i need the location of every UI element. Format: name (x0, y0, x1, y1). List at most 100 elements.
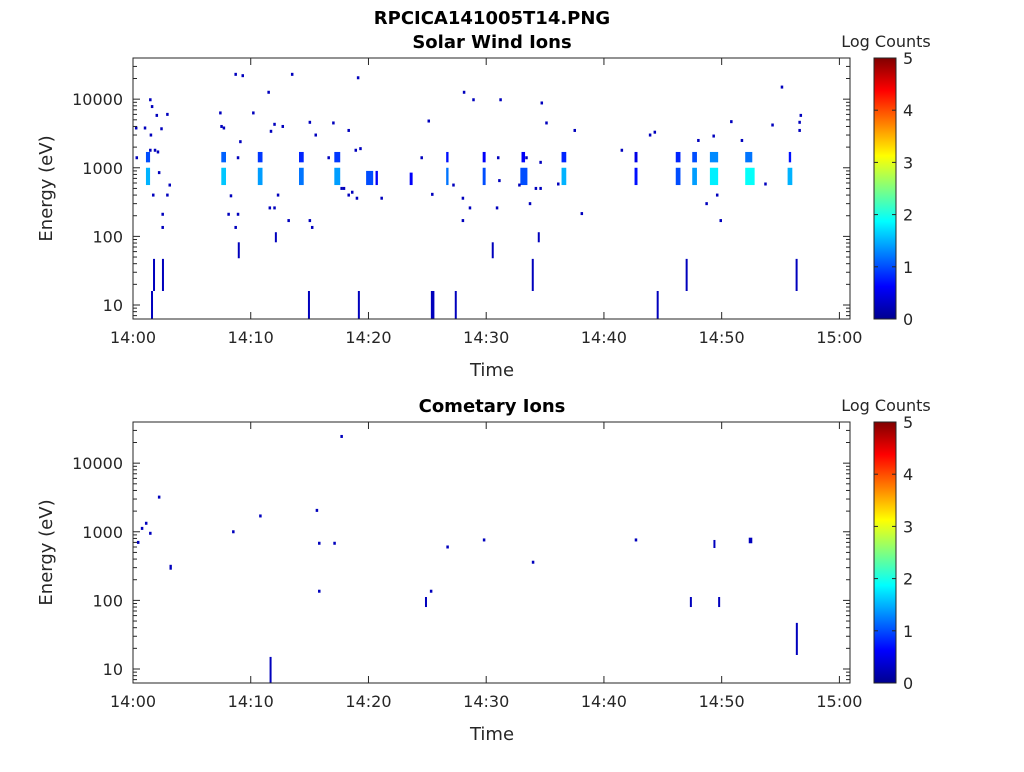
spectrogram-point (356, 76, 360, 80)
spectrogram-cell (221, 151, 227, 163)
spectrogram-cell (446, 151, 449, 163)
spectrogram-point (740, 138, 744, 142)
spectrogram-point (354, 148, 358, 152)
spectrogram-cell (424, 597, 427, 608)
spectrogram-point (342, 186, 346, 190)
spectrogram-cell (454, 290, 457, 319)
y-tick-label: 1000 (82, 159, 123, 178)
y-axis-label: Energy (eV) (36, 499, 57, 605)
colorbar-tick-label: 4 (903, 465, 913, 484)
spectrogram-cell (145, 167, 151, 186)
spectrogram-point (468, 206, 472, 210)
spectrogram-cell (748, 537, 753, 544)
panel-title-solar-wind: Solar Wind Ions (412, 32, 571, 53)
spectrogram-point (220, 124, 223, 128)
colorbar-tick-label: 0 (903, 674, 913, 693)
y-tick-label: 100 (92, 591, 123, 610)
spectrogram-point (340, 434, 343, 438)
spectrogram-point (140, 526, 144, 530)
spectrogram-cell (521, 151, 526, 163)
spectrogram-cell (634, 167, 638, 186)
colorbar-tick-label: 4 (903, 101, 913, 120)
spectrogram-point (498, 179, 501, 183)
x-tick-label: 14:30 (463, 692, 509, 711)
spectrogram-cell (795, 622, 798, 655)
spectrogram-cell (520, 167, 528, 186)
solar-wind-panel: 14:00 14:10 14:20 14:30 14:40 14:50 15:0010100… (36, 32, 931, 381)
spectrogram-point (799, 113, 803, 117)
y-tick-label: 10000 (72, 90, 123, 109)
spectrogram-point (156, 150, 160, 154)
spectrogram-point (380, 196, 383, 200)
spectrogram-cell (689, 597, 692, 608)
spectrogram-point (350, 190, 354, 194)
spectrogram-point (452, 183, 455, 187)
spectrogram-point (166, 112, 169, 116)
spectrogram-point (227, 212, 230, 216)
spectrogram-point (482, 538, 486, 542)
spectrogram-point (634, 538, 638, 542)
spectrogram-point (310, 225, 314, 229)
y-tick-label: 10 (103, 660, 123, 679)
spectrogram-point (534, 186, 538, 190)
spectrogram-point (160, 127, 163, 131)
spectrogram-cell (675, 151, 681, 163)
spectrogram-point (166, 193, 169, 197)
colorbar-tick-label: 2 (903, 570, 913, 589)
spectrogram-point (252, 111, 255, 115)
spectrogram-point (229, 194, 233, 198)
x-tick-label: 14:50 (699, 692, 745, 711)
spectrogram-point (161, 212, 164, 216)
colorbar-label: Log Counts (841, 396, 931, 415)
spectrogram-point (798, 128, 801, 132)
spectrogram-point (136, 540, 140, 544)
spectrogram-point (525, 156, 528, 160)
spectrogram-cell (685, 258, 688, 291)
spectrogram-cell (718, 597, 721, 608)
spectrogram-point (332, 121, 335, 125)
spectrogram-cell (446, 167, 449, 186)
spectrogram-cell (713, 539, 716, 549)
x-tick-label: 14:00 (110, 692, 156, 711)
spectrogram-point (157, 495, 161, 499)
spectrogram-cell (145, 151, 151, 163)
spectrogram-point (314, 133, 317, 137)
spectrogram-point (648, 133, 652, 137)
spectrogram-point (653, 130, 657, 134)
spectrogram-cell (357, 290, 360, 319)
x-tick-label: 14:10 (228, 328, 274, 347)
spectrogram-point (239, 140, 242, 144)
spectrogram-point (236, 212, 240, 216)
spectrogram-point (780, 85, 784, 89)
spectrogram-point (273, 206, 276, 210)
spectrogram-point (318, 541, 321, 545)
spectrogram-point (461, 196, 465, 200)
spectrogram-point (580, 212, 584, 216)
spectrogram-point (730, 120, 733, 124)
spectrogram-cell (634, 151, 638, 163)
figure-title: RPCICA141005T14.PNG (374, 8, 610, 29)
spectrogram-cell (788, 151, 792, 163)
spectrogram-point (315, 508, 319, 512)
x-tick-label: 14:20 (345, 692, 391, 711)
spectrogram-point (539, 186, 542, 190)
y-tick-label: 10000 (72, 454, 123, 473)
panel-title-cometary: Cometary Ions (419, 396, 566, 417)
spectrogram-cell (491, 242, 494, 259)
spectrogram-point (540, 101, 544, 105)
spectrogram-point (143, 126, 147, 130)
spectrogram-cell (237, 242, 240, 259)
spectrogram-point (232, 530, 235, 534)
spectrogram-cell (692, 151, 697, 163)
spectrogram-cell (675, 167, 681, 186)
colorbar-tick-label: 1 (903, 258, 913, 277)
spectrogram-point (168, 183, 171, 187)
spectrogram-point (499, 98, 502, 102)
spectrogram-point (276, 193, 280, 197)
spectrogram-point (155, 113, 159, 117)
spectrogram-cell (795, 258, 798, 291)
x-tick-label: 14:20 (345, 328, 391, 347)
spectrogram-point (281, 124, 285, 128)
spectrogram-point (135, 156, 139, 160)
spectrogram-point (495, 206, 499, 210)
